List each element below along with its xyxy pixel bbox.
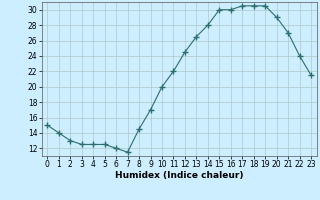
X-axis label: Humidex (Indice chaleur): Humidex (Indice chaleur) bbox=[115, 171, 244, 180]
